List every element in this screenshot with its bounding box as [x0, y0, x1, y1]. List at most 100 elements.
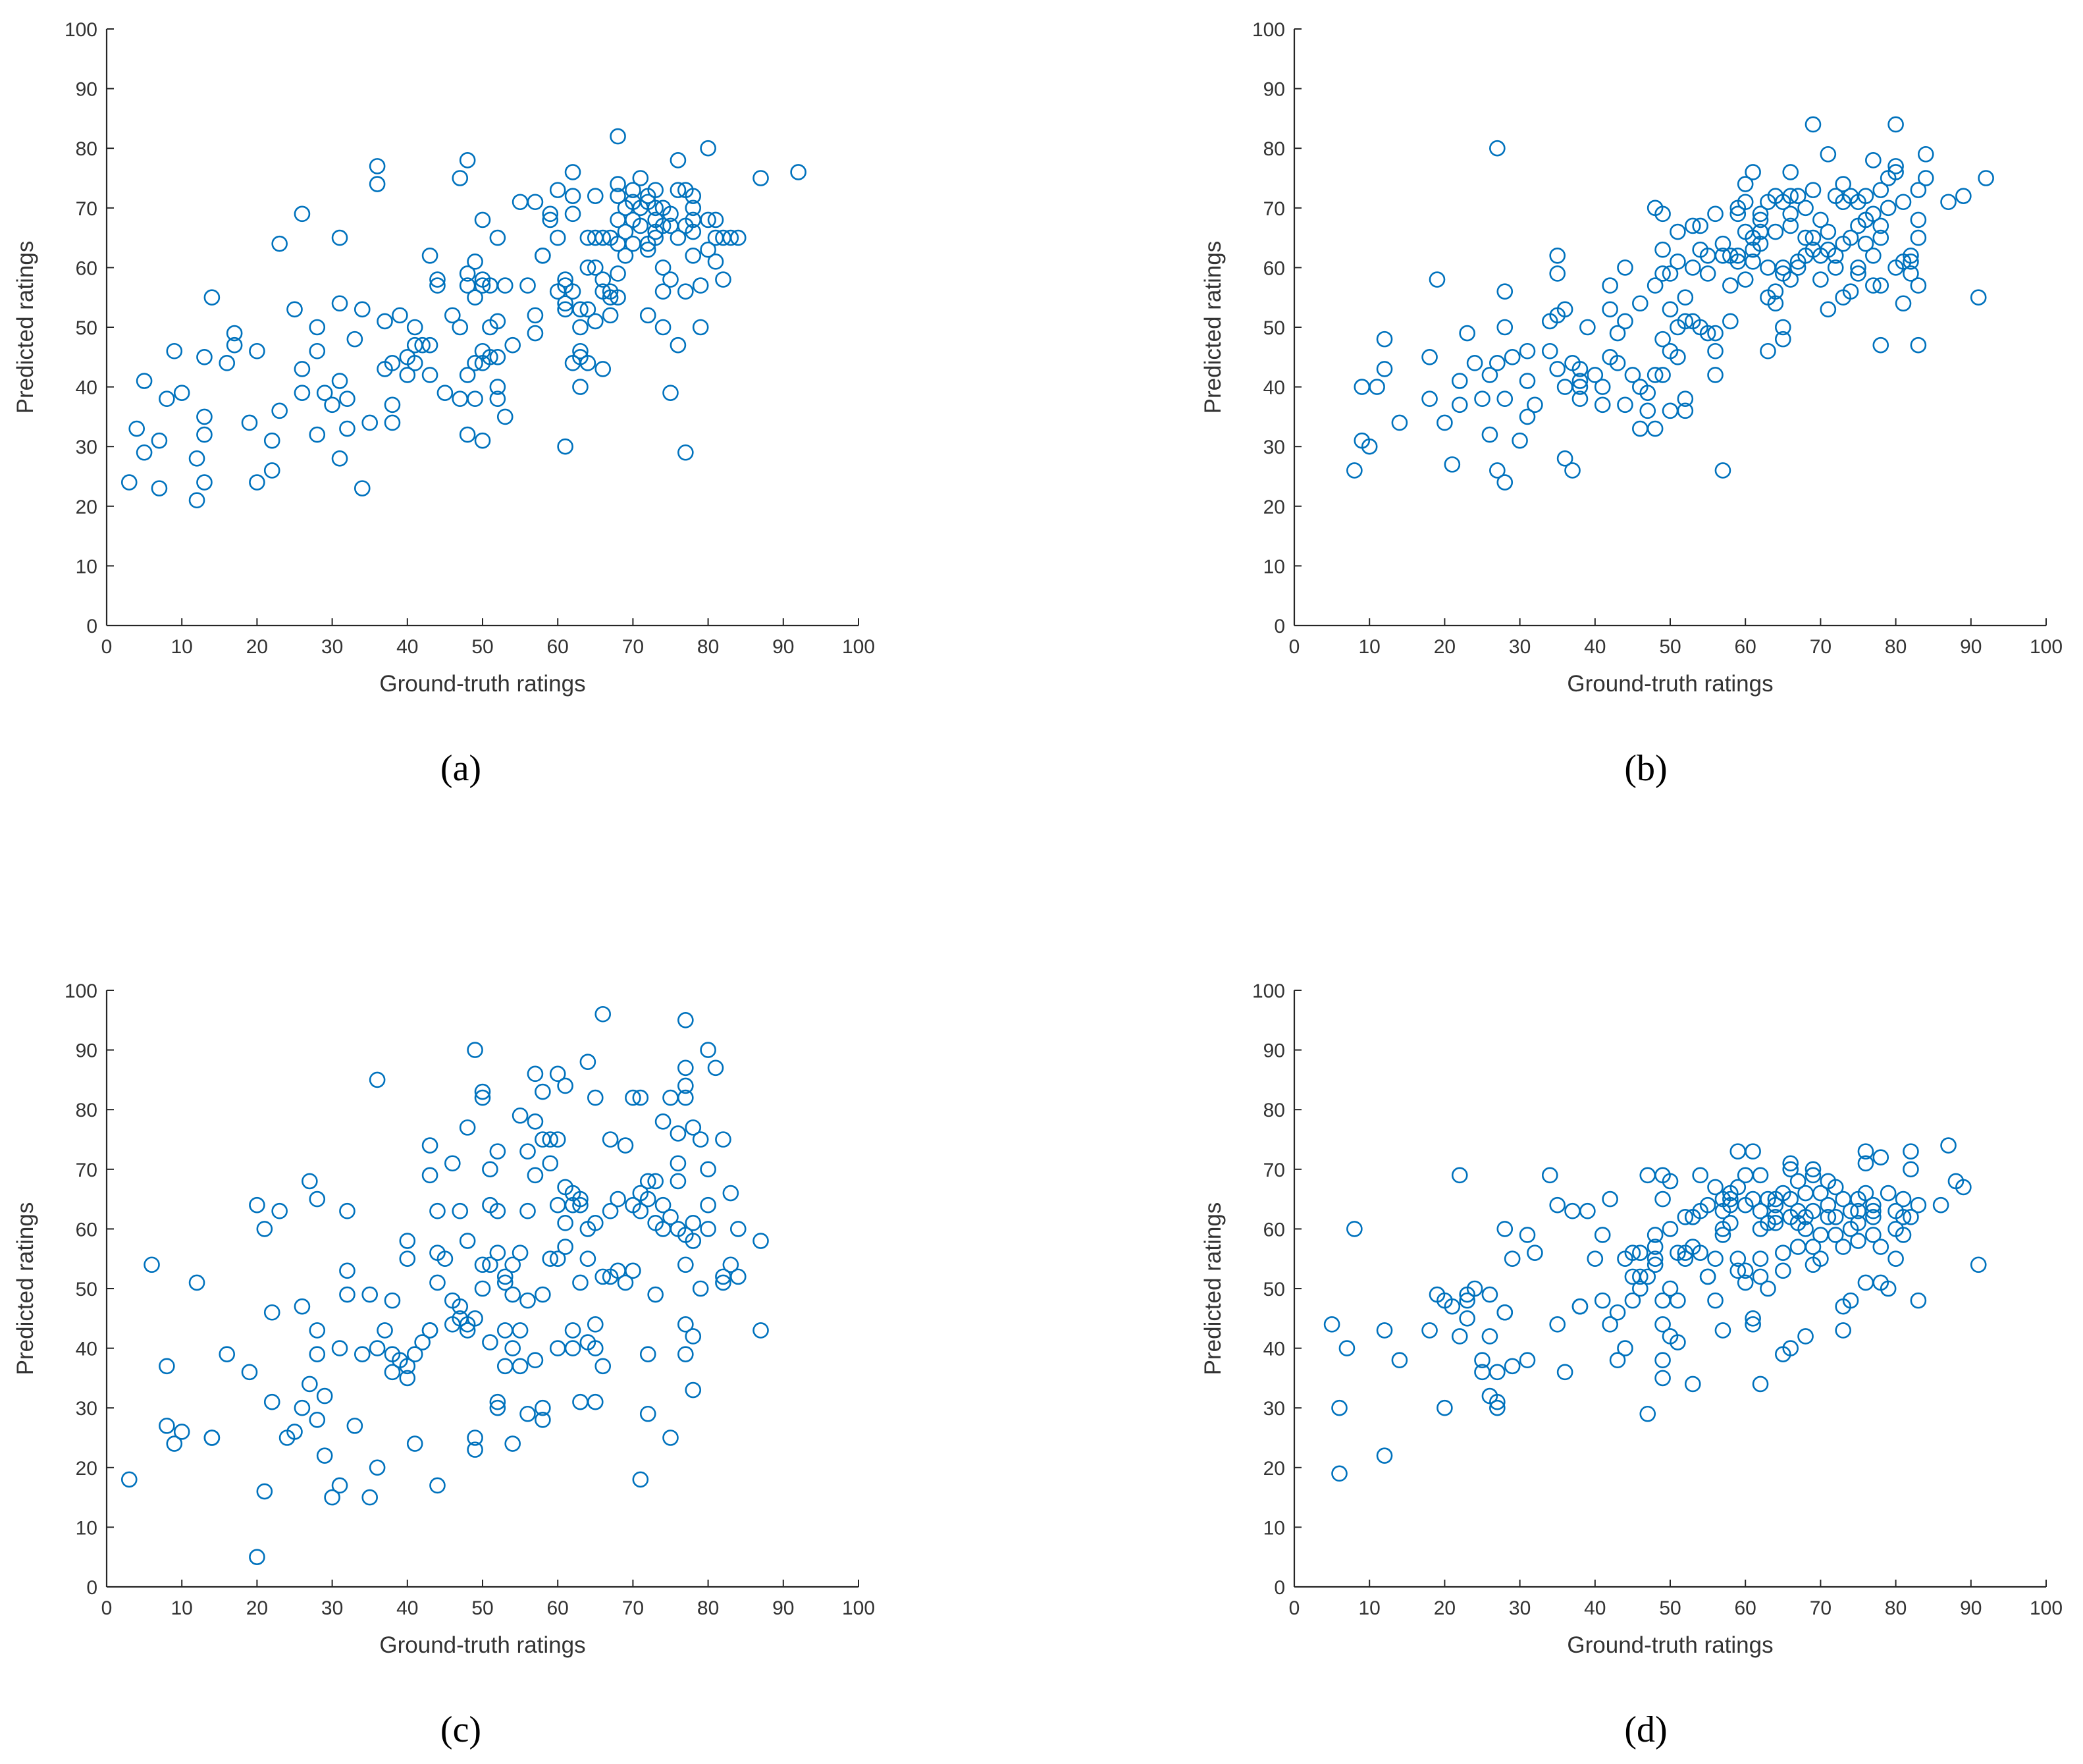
scatter-point	[188, 492, 205, 509]
scatter-point	[1835, 1239, 1851, 1255]
scatter-point	[1444, 1298, 1461, 1315]
scatter-point	[1767, 223, 1784, 240]
scatter-point	[316, 1447, 333, 1464]
scatter-point	[467, 1310, 483, 1327]
scatter-point	[294, 385, 311, 401]
scatter-point	[1670, 254, 1686, 270]
y-tick-label: 40	[76, 1339, 97, 1360]
scatter-point	[249, 1549, 265, 1565]
scatter-point	[1760, 1280, 1776, 1297]
scatter-point	[1729, 247, 1747, 264]
scatter-point	[339, 1202, 356, 1219]
scatter-point	[1624, 1244, 1641, 1261]
scatter-point	[572, 319, 589, 336]
scatter-point	[489, 1393, 506, 1410]
scatter-point	[452, 1298, 469, 1315]
scatter-point	[1782, 1190, 1799, 1208]
scatter-point	[226, 325, 243, 342]
scatter-point	[1872, 182, 1889, 198]
scatter-point	[1662, 1221, 1679, 1237]
scatter-point	[1331, 1399, 1348, 1416]
scatter-point	[1587, 367, 1604, 383]
scatter-point	[1910, 229, 1927, 246]
scatter-point	[557, 295, 573, 312]
scatter-point	[1323, 1316, 1340, 1333]
scatter-point	[346, 331, 363, 348]
scatter-point	[1707, 205, 1724, 223]
y-tick-label: 80	[76, 1100, 97, 1121]
y-tick-label: 20	[76, 1458, 97, 1480]
scatter-point	[1662, 1280, 1679, 1297]
scatter-point	[1767, 295, 1784, 312]
scatter-point	[1496, 390, 1514, 408]
x-tick-label: 80	[1885, 1597, 1907, 1619]
y-tick-label: 100	[1252, 980, 1285, 1002]
scatter-point	[1752, 205, 1769, 223]
scatter-point	[654, 259, 672, 276]
y-axis-label: Predicted ratings	[13, 1202, 38, 1376]
scatter-point	[1910, 182, 1927, 198]
y-tick-label: 70	[1263, 1160, 1285, 1181]
scatter-point	[707, 211, 724, 228]
scatter-point	[1541, 1167, 1558, 1184]
scatter-point	[1857, 188, 1874, 204]
scatter-point	[677, 1256, 694, 1273]
scatter-point	[670, 1125, 687, 1142]
scatter-point	[572, 1196, 589, 1214]
x-tick-label: 60	[547, 1597, 569, 1619]
scatter-point	[1639, 1405, 1656, 1422]
scatter-point	[316, 385, 333, 401]
scatter-point	[1489, 462, 1506, 479]
x-tick-label: 20	[246, 1597, 268, 1619]
scatter-point	[324, 396, 340, 414]
scatter-point	[1955, 188, 1972, 204]
scatter-point	[159, 1358, 175, 1375]
scatter-point	[159, 390, 175, 408]
scatter-point	[1722, 313, 1739, 330]
scatter-point	[564, 1340, 581, 1356]
scatter-point	[436, 385, 454, 401]
scatter-point	[1940, 1137, 1957, 1154]
scatter-point	[557, 438, 573, 455]
scatter-point	[1670, 348, 1686, 365]
scatter-point	[1865, 247, 1882, 264]
scatter-point	[1639, 402, 1656, 419]
scatter-point	[263, 432, 280, 449]
scatter-point	[1512, 432, 1528, 449]
scatter-point	[1632, 295, 1648, 312]
scatter-point	[1842, 1292, 1859, 1309]
scatter-point	[1872, 1239, 1889, 1255]
x-tick-label: 60	[547, 636, 569, 658]
scatter-point	[1737, 1262, 1754, 1279]
scatter-point	[159, 1418, 175, 1434]
scatter-point	[564, 205, 581, 223]
scatter-point	[677, 1089, 694, 1106]
scatter-point	[1331, 1465, 1348, 1482]
scatter-point	[1647, 1256, 1664, 1273]
scatter-point	[1865, 1227, 1882, 1243]
scatter-point	[120, 474, 138, 491]
scatter-point	[1789, 259, 1806, 276]
scatter-point	[557, 271, 573, 288]
scatter-point	[459, 426, 476, 443]
scatter-point	[1654, 331, 1671, 348]
scatter-point	[1760, 342, 1776, 360]
scatter-point	[1872, 229, 1889, 246]
scatter-point	[188, 450, 205, 467]
scatter-point	[542, 1131, 559, 1148]
chart-panel-b: 0 10 20 30 40 50 60 70 80 90 100 0 10 20 30 40 50 60 70 80 9…	[1200, 19, 2063, 789]
scatter-point	[489, 1143, 506, 1160]
scatter-point	[692, 1280, 709, 1297]
x-tick-label: 20	[246, 636, 268, 658]
y-tick-label: 80	[76, 138, 97, 160]
scatter-point	[729, 229, 747, 246]
scatter-point	[1865, 1208, 1882, 1225]
x-tick-label: 80	[1885, 636, 1907, 658]
scatter-point	[1481, 426, 1498, 443]
scatter-point	[309, 1412, 326, 1428]
y-tick-label: 20	[1263, 1458, 1285, 1480]
scatter-point	[1910, 1292, 1927, 1309]
scatter-point	[1729, 1250, 1747, 1267]
scatter-point	[1677, 289, 1694, 306]
y-axis-label: Predicted ratings	[13, 241, 38, 414]
